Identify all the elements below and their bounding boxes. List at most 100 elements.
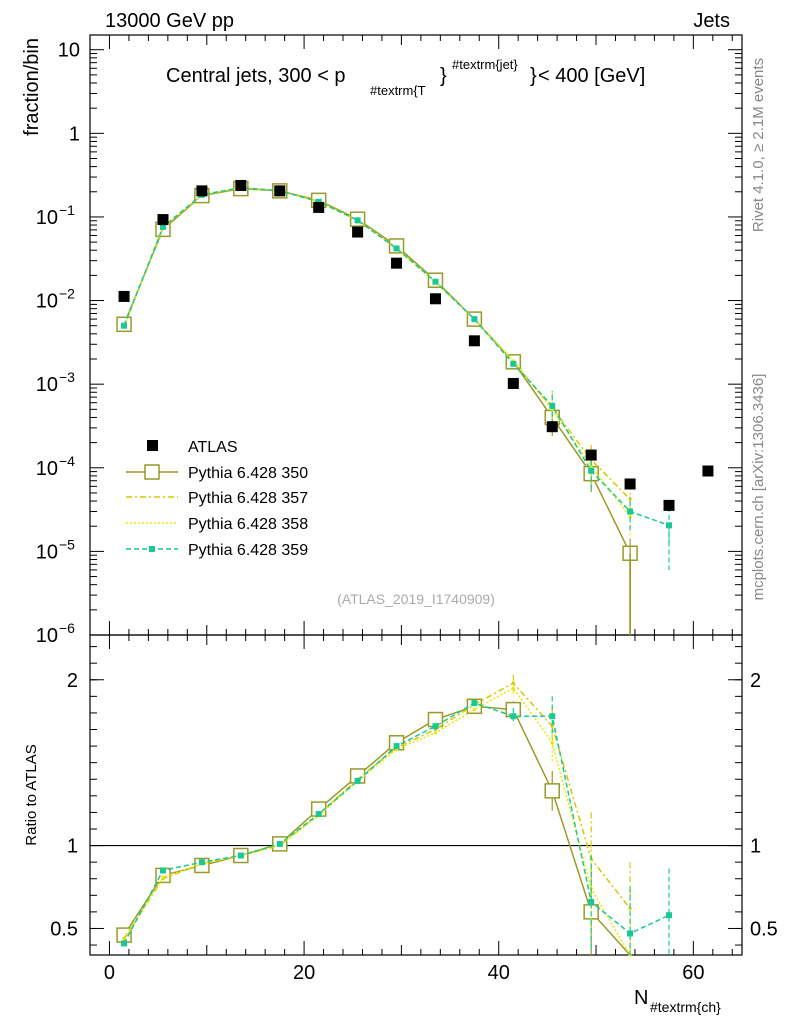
ratio-marker-p359: [121, 940, 128, 947]
legend: ATLAS Pythia 6.428 350 Pythia 6.428 357 …: [126, 439, 308, 559]
ratio-y-tick-label: 2: [67, 670, 78, 692]
side-label-top: Rivet 4.1.0, ≥ 2.1M events: [750, 58, 767, 232]
legend-label-p350: Pythia 6.428 350: [188, 465, 308, 482]
plot-title-sub: #textrm{T: [370, 83, 426, 98]
marker-atlas: [507, 377, 519, 389]
x-axis-title: N #textrm{ch}: [634, 987, 721, 1015]
ratio-marker-p350: [544, 783, 560, 799]
plot-title-tail: < 400 [GeV]: [538, 65, 645, 87]
ratio-y-tick-label-right: 2: [750, 670, 761, 692]
x-tick-label: 20: [293, 962, 315, 984]
x-axis-title-main: N: [634, 987, 648, 1009]
plot-title-brace2: }: [530, 65, 537, 87]
ratio-y-tick-label: 1: [67, 836, 78, 858]
ratio-marker-p358: [550, 741, 554, 745]
ratio-line-p358: [123, 687, 631, 956]
y-axis-title-ratio: Ratio to ATLAS: [23, 744, 40, 845]
ratio-y-tick-label-right: 0.5: [750, 918, 778, 940]
ratio-marker-p359: [198, 859, 205, 866]
ratio-marker-p358: [433, 731, 438, 735]
marker-atlas: [429, 293, 441, 305]
ratio-marker-p359: [432, 723, 439, 730]
ratio-series-group: [116, 674, 673, 957]
ratio-marker-p359: [510, 713, 517, 720]
ratio-marker-p359: [159, 867, 166, 874]
y-tick-label-exponent: −2: [59, 286, 75, 302]
ratio-line-p350: [123, 705, 631, 956]
y-tick-label: 10: [36, 291, 58, 313]
legend-entry-p357: Pythia 6.428 357: [126, 490, 308, 507]
series-line-p359: [123, 186, 670, 527]
ratio-marker-p359: [471, 699, 478, 706]
marker-atlas: [118, 290, 130, 302]
ratio-marker-p359: [588, 898, 595, 905]
marker-atlas: [274, 185, 286, 197]
ratio-marker-p358: [472, 708, 476, 712]
ratio-marker-p359: [315, 811, 322, 818]
ratio-marker-p358: [161, 875, 165, 879]
y-tick-label-exponent: −6: [59, 620, 75, 636]
ratio-marker-p359: [354, 777, 361, 784]
y-tick-label: 10: [36, 625, 58, 647]
marker-atlas: [624, 478, 636, 490]
marker-p359: [354, 217, 361, 224]
marker-p359: [510, 360, 517, 367]
ratio-marker-p357: [550, 724, 554, 728]
marker-atlas: [663, 499, 675, 511]
marker-p359: [432, 278, 439, 285]
y-axis-title-main: fraction/bin: [21, 38, 43, 136]
ratio-marker-p359: [393, 743, 400, 750]
marker-atlas: [468, 335, 480, 347]
ratio-marker-p359: [549, 713, 556, 720]
x-tick-label: 0: [104, 962, 115, 984]
plot-title: Central jets, 300 < p #textrm{T } #textr…: [166, 57, 645, 98]
legend-marker-p359: [149, 546, 155, 552]
ratio-axis-ticks: 0 20 40 60 0.5 0.5 1 1 2 2: [50, 635, 778, 984]
legend-marker-p350: [144, 464, 160, 480]
legend-entry-p359: Pythia 6.428 359: [126, 542, 308, 559]
ratio-marker-p358: [511, 686, 515, 690]
y-tick-label: 10: [58, 40, 80, 62]
y-tick-label: 10: [36, 374, 58, 396]
marker-atlas: [196, 185, 208, 197]
x-tick-label: 60: [682, 962, 704, 984]
marker-p359: [121, 322, 128, 329]
legend-label-atlas: ATLAS: [188, 439, 238, 456]
marker-atlas: [235, 179, 247, 191]
marker-atlas: [313, 201, 325, 213]
ratio-plot-frame: [89, 634, 743, 956]
y-tick-label-exponent: −1: [59, 202, 75, 218]
legend-entry-p358: Pythia 6.428 358: [126, 516, 308, 533]
marker-p359: [471, 316, 478, 323]
side-label-bottom: mcplots.cern.ch [arXiv:1306.3436]: [750, 374, 767, 601]
marker-atlas: [391, 257, 403, 269]
legend-label-p359: Pythia 6.428 359: [188, 542, 308, 559]
legend-entry-atlas: ATLAS: [147, 439, 238, 456]
ratio-marker-p359: [666, 912, 673, 919]
marker-p358: [589, 464, 593, 468]
x-tick-label: 40: [488, 962, 510, 984]
y-tick-label: 10: [36, 458, 58, 480]
y-tick-label: 1: [69, 123, 80, 145]
marker-atlas: [546, 421, 558, 433]
main-series-group: [116, 179, 714, 635]
y-tick-label: 10: [36, 541, 58, 563]
marker-atlas: [585, 449, 597, 461]
y-tick-label-exponent: −3: [59, 369, 75, 385]
marker-p359: [315, 198, 322, 205]
plot-title-main: Central jets, 300 < p: [166, 65, 346, 87]
ratio-line-p357: [123, 682, 631, 939]
marker-p359: [159, 223, 166, 230]
plot-title-brace: }: [440, 65, 447, 87]
ratio-marker-p359: [237, 852, 244, 859]
y-tick-label: 10: [36, 207, 58, 229]
legend-label-p357: Pythia 6.428 357: [188, 490, 308, 507]
legend-entry-p350: Pythia 6.428 350: [126, 464, 308, 482]
marker-atlas: [702, 465, 714, 477]
header-right: Jets: [693, 10, 730, 32]
marker-atlas: [157, 214, 169, 226]
marker-p359: [393, 245, 400, 252]
ratio-marker-p359: [627, 930, 634, 937]
